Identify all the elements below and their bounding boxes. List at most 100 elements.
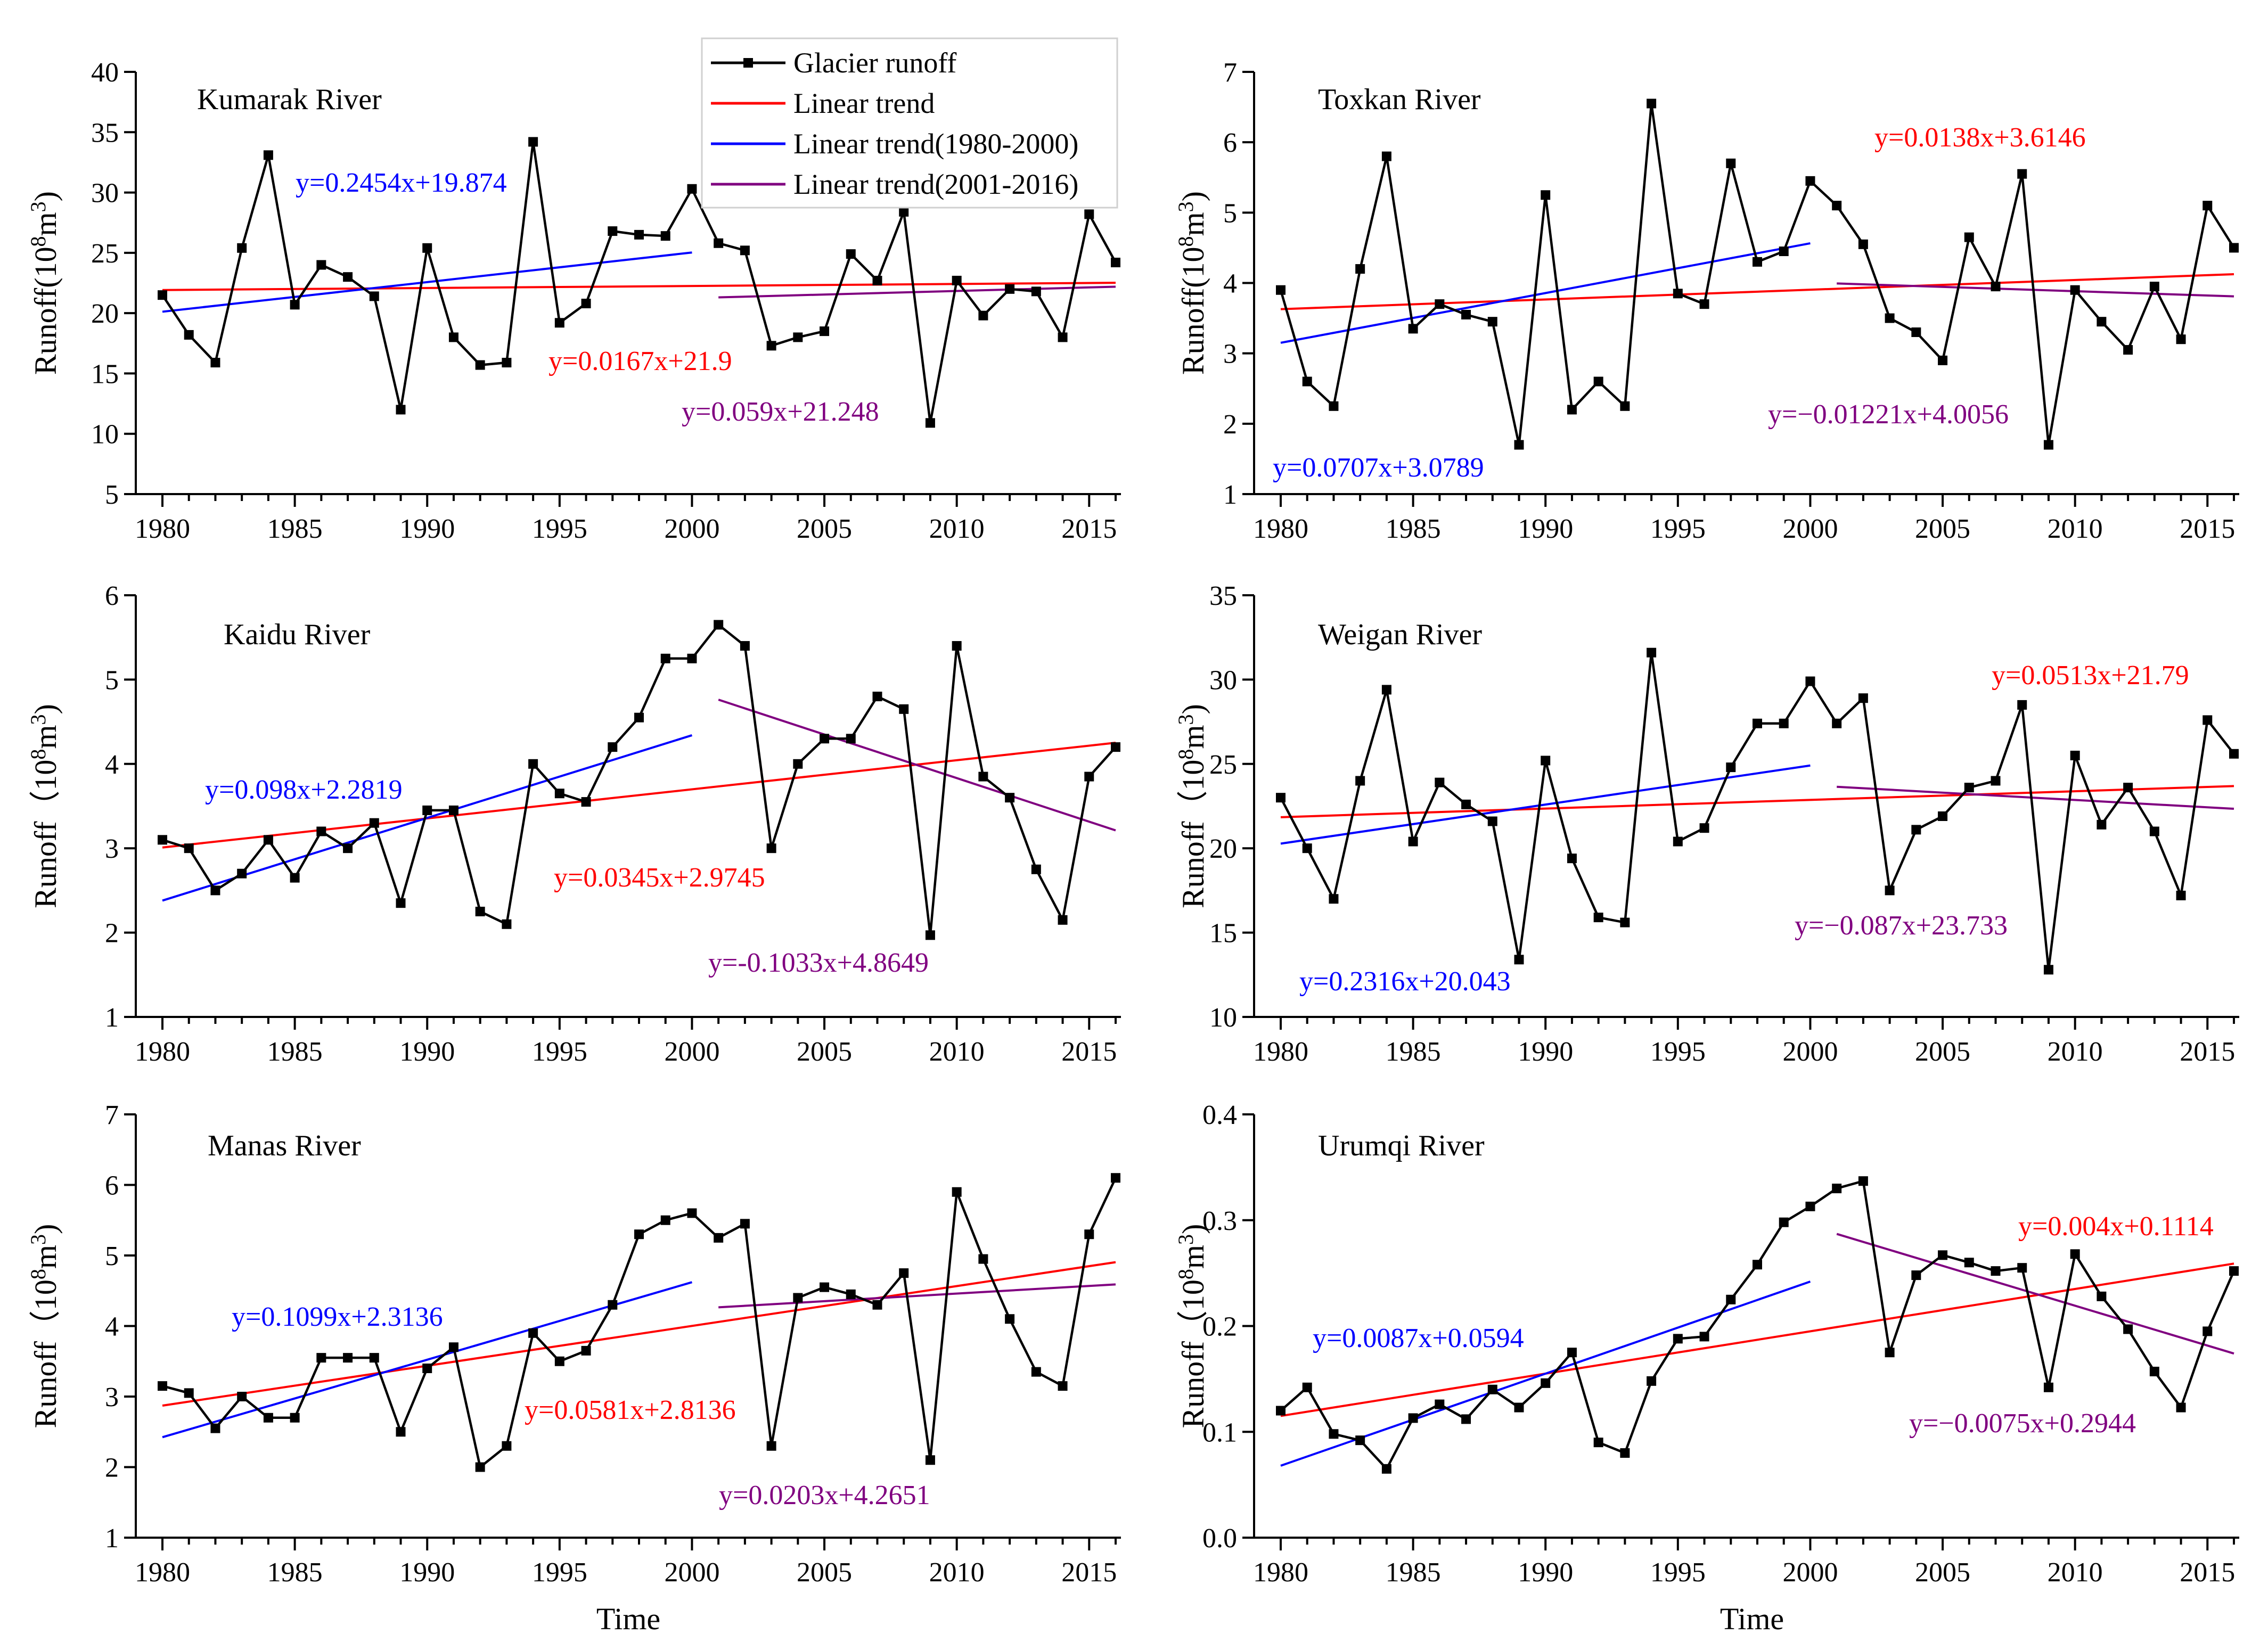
y-tick-label: 0.0 [1202,1523,1237,1554]
x-tick-label: 1995 [1650,1037,1706,1067]
runoff-point [1084,771,1094,782]
trend-line-trend-b [1837,282,2234,298]
x-tick-label: 2005 [797,1037,852,1067]
runoff-point [1885,885,1895,896]
legend-box [701,37,1118,209]
x-tick-label: 1995 [1650,1557,1706,1588]
runoff-point [369,291,379,301]
runoff-point [1329,1429,1339,1439]
runoff-point [1620,1448,1630,1458]
runoff-point [369,1353,379,1363]
y-tick-label: 30 [1209,665,1237,695]
runoff-point [448,1342,458,1352]
runoff-point [1858,1176,1868,1186]
runoff-point [1991,1266,2001,1276]
runoff-point [2043,965,2053,975]
runoff-point [581,1345,591,1356]
trend-line-trend-a [162,251,692,313]
runoff-point [1435,299,1445,309]
y-tick-label: 3 [1223,339,1237,370]
runoff-point [1938,355,1948,365]
runoff-point [1964,783,1974,793]
runoff-point [872,692,882,702]
runoff-point [793,759,803,769]
x-tick-label: 1990 [399,1037,455,1067]
runoff-point [1514,440,1524,450]
runoff-point [766,1441,776,1451]
trend-equation: y=0.0345x+2.9745 [554,863,765,893]
x-tick-label: 2005 [1915,1557,1970,1588]
y-tick-label: 0.4 [1202,1100,1237,1130]
runoff-point [369,818,379,828]
runoff-point [475,1462,485,1472]
runoff-point [1938,811,1948,822]
runoff-point [316,1353,326,1363]
runoff-point [952,275,962,285]
y-tick-label: 1 [105,1523,119,1554]
y-tick-label: 6 [105,1171,119,1201]
runoff-point [422,243,432,253]
runoff-point [925,1455,935,1465]
runoff-point [210,885,220,896]
y-tick-label: 35 [91,118,119,148]
runoff-point [422,1364,432,1373]
runoff-point [554,318,564,328]
runoff-point [1911,825,1921,835]
runoff-point [2097,1291,2107,1301]
runoff-point [1673,836,1683,847]
runoff-point [2176,890,2186,900]
runoff-point [714,238,724,248]
runoff-point [1276,793,1286,803]
runoff-point [1461,799,1471,809]
runoff-point [1779,1217,1789,1227]
x-tick-label: 1990 [1518,1557,1573,1588]
runoff-point [978,1254,988,1264]
x-tick-label: 2015 [1061,1037,1117,1067]
x-tick-label: 2010 [929,1557,985,1588]
trend-equation: y=-0.1033x+4.8649 [708,948,929,978]
chart-panel-2: 1 2 3 4 5 6 1980 1985 1990 1995 2000 2005 2010 2015 Ka… [26,581,1121,1067]
chart-title: Manas River [208,1129,361,1162]
runoff-point [2149,826,2159,836]
runoff-point [2176,1402,2186,1413]
x-tick-label: 2000 [664,1557,719,1588]
runoff-point [2097,317,2107,327]
runoff-point [2203,715,2213,725]
y-tick-label: 20 [91,299,119,329]
y-tick-label: 4 [105,750,119,780]
runoff-point [2149,1366,2159,1376]
runoff-point [952,1187,962,1197]
runoff-point [2123,1324,2133,1334]
runoff-point [263,835,273,845]
runoff-point [978,310,988,321]
runoff-point [925,418,935,428]
x-tick-label: 2015 [1061,1557,1117,1588]
x-tick-label: 1990 [399,1557,455,1588]
runoff-point [1567,405,1577,415]
x-tick-label: 2005 [797,514,852,544]
runoff-point [1461,1414,1471,1424]
runoff-point [1593,913,1603,923]
runoff-point [660,231,670,241]
runoff-point [1647,1376,1657,1386]
x-tick-label: 1980 [1253,514,1308,544]
runoff-point [714,1233,724,1243]
runoff-point [475,907,485,916]
trend-line-trend-a [1280,764,1811,845]
y-tick-label: 1 [105,1003,119,1033]
x-tick-label: 1985 [267,1557,323,1588]
y-tick-label: 7 [105,1100,119,1130]
runoff-point [1885,313,1895,323]
runoff-point [2229,749,2239,759]
runoff-point [1832,1184,1842,1194]
runoff-point [184,330,194,340]
runoff-point [1111,257,1120,267]
x-tick-label: 2005 [797,1557,852,1588]
runoff-point [237,868,247,879]
runoff-point [634,1229,644,1239]
trend-equation: y=0.1099x+2.3136 [232,1302,443,1332]
runoff-point [1805,176,1815,186]
runoff-point [158,290,167,300]
runoff-point [1699,1332,1709,1342]
y-tick-label: 4 [1223,269,1237,299]
